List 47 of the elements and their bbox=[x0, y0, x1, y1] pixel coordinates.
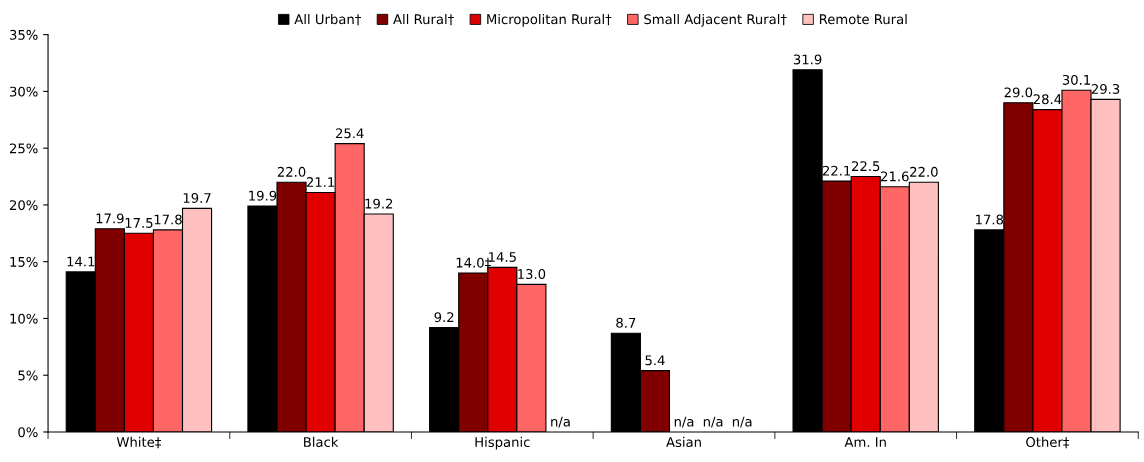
data-label: 19.7 bbox=[183, 192, 211, 203]
y-tick-label: 10% bbox=[10, 313, 38, 324]
legend-label: Remote Rural bbox=[819, 13, 907, 25]
x-tick-label: White‡ bbox=[116, 436, 162, 449]
data-label: 29.3 bbox=[1091, 83, 1120, 94]
data-label: 22.0 bbox=[277, 166, 306, 177]
legend-label: All Rural† bbox=[393, 13, 454, 26]
text: n/a bbox=[674, 416, 694, 428]
y-tick-label: 5% bbox=[18, 370, 38, 381]
x-tick-label: Black bbox=[304, 436, 339, 448]
data-label: 8.7 bbox=[616, 317, 636, 328]
y-tick-label: 15% bbox=[10, 256, 38, 267]
data-label: 22.0 bbox=[910, 166, 938, 177]
y-tick-label: 0% bbox=[18, 427, 38, 438]
x-tick-label: Am. In bbox=[844, 437, 886, 447]
x-tick-label: Asian bbox=[666, 436, 701, 448]
data-label: 25.4 bbox=[335, 128, 364, 139]
data-label: 5.4 bbox=[645, 355, 665, 366]
data-label: 9.2 bbox=[434, 312, 454, 323]
text: n/a bbox=[732, 416, 752, 428]
data-label: 22.1 bbox=[822, 165, 851, 176]
y-tick-label: 25% bbox=[9, 143, 38, 154]
data-label: 30.1 bbox=[1062, 74, 1090, 85]
data-label: 31.9 bbox=[793, 54, 822, 65]
text: n/a bbox=[551, 416, 570, 428]
data-label: 21.1 bbox=[306, 177, 335, 187]
data-label: 17.5 bbox=[125, 218, 153, 228]
data-label: 19.2 bbox=[365, 198, 393, 209]
legend-label: Small Adjacent Rural† bbox=[644, 13, 787, 27]
data-label: 14.1 bbox=[67, 256, 95, 267]
data-label: 17.8 bbox=[976, 214, 1004, 225]
data-label: 17.8 bbox=[154, 214, 182, 225]
y-tick-label: 20% bbox=[9, 200, 38, 211]
text: n/a bbox=[703, 416, 723, 428]
legend-label: Micropolitan Rural† bbox=[487, 13, 612, 27]
legend-label: All Urban† bbox=[294, 13, 361, 26]
data-label: 17.9 bbox=[96, 213, 124, 224]
data-label: 21.6 bbox=[881, 171, 909, 182]
x-tick-label: Hispanic bbox=[475, 436, 530, 450]
data-label: 13.0 bbox=[518, 269, 546, 279]
data-label: 29.0 bbox=[1004, 87, 1033, 98]
x-tick-label: Other‡ bbox=[1026, 436, 1070, 449]
data-label: 14.5 bbox=[489, 252, 516, 262]
data-label: 22.5 bbox=[852, 161, 880, 172]
y-tick-label: 35% bbox=[10, 29, 38, 40]
y-tick-label: 30% bbox=[10, 86, 38, 97]
data-label: 14.0‡ bbox=[456, 257, 491, 269]
